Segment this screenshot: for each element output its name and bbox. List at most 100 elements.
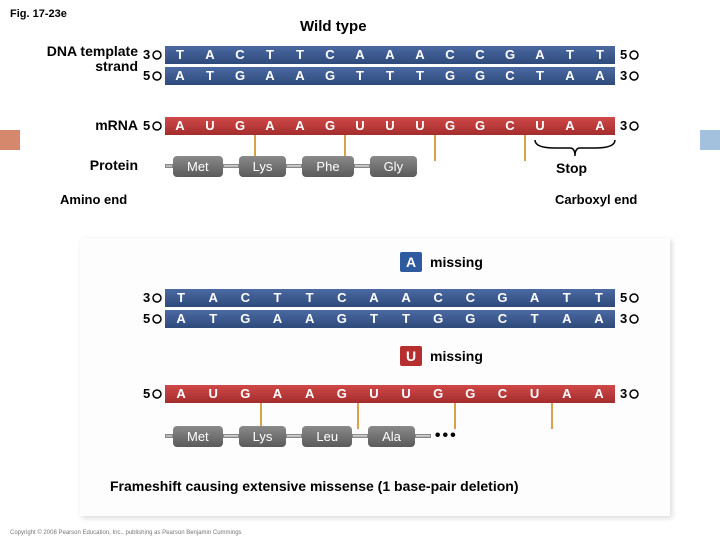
seq-base: T [375, 67, 405, 85]
seq-base: G [454, 385, 486, 403]
seq-base: G [326, 310, 358, 328]
seq-base: U [195, 117, 225, 135]
mrna-label: mRNA [75, 118, 138, 133]
missing-rna-row: U missing [400, 346, 483, 366]
seq-base: G [495, 46, 525, 64]
seq-base: A [585, 117, 615, 135]
seq-base: U [197, 385, 229, 403]
wt-dna-top-3prime: 3 [143, 47, 162, 62]
seq-base: A [165, 117, 195, 135]
mut-mrna-5prime: 5 [143, 386, 162, 401]
wt-dna-bot-3prime: 3 [620, 68, 639, 83]
seq-base: G [422, 385, 454, 403]
amino-acid-box: Lys [239, 156, 287, 177]
seq-base: G [435, 67, 465, 85]
mut-dna-top-5prime: 5 [620, 290, 639, 305]
codon-mark [551, 403, 553, 429]
wt-mrna-bar: AUGAAGUUUGGCUAA [165, 117, 615, 135]
seq-base: G [454, 310, 486, 328]
seq-base: G [486, 289, 518, 307]
decor-left-bar [0, 130, 20, 150]
seq-base: T [165, 46, 195, 64]
seq-base: A [255, 117, 285, 135]
seq-base: A [255, 67, 285, 85]
carboxyl-end-label: Carboxyl end [555, 192, 637, 207]
seq-base: T [255, 46, 285, 64]
missing-dna-row: A missing [400, 252, 483, 272]
seq-base: A [345, 46, 375, 64]
seq-base: U [390, 385, 422, 403]
seq-base: U [519, 385, 551, 403]
seq-base: C [495, 117, 525, 135]
seq-base: T [525, 67, 555, 85]
seq-base: G [315, 117, 345, 135]
seq-base: T [390, 310, 422, 328]
seq-base: A [165, 385, 197, 403]
seq-base: A [197, 289, 229, 307]
seq-base: C [486, 385, 518, 403]
continuation-dots: ••• [435, 427, 458, 445]
mut-dna-top-bar: TACTTCAACCGATT [165, 289, 615, 307]
seq-base: A [519, 289, 551, 307]
seq-base: A [375, 46, 405, 64]
amino-acid-box: Lys [239, 426, 287, 447]
amino-end-label: Amino end [60, 192, 127, 207]
seq-base: T [294, 289, 326, 307]
seq-base: T [195, 67, 225, 85]
seq-base: U [375, 117, 405, 135]
seq-base: T [555, 46, 585, 64]
amino-acid-box: Gly [370, 156, 418, 177]
seq-base: T [405, 67, 435, 85]
seq-base: T [345, 67, 375, 85]
mut-mrna-3prime: 3 [620, 386, 639, 401]
seq-base: A [551, 310, 583, 328]
wt-protein-row: Met Lys Phe Gly [165, 154, 417, 178]
seq-base: C [315, 46, 345, 64]
seq-base: T [197, 310, 229, 328]
seq-base: C [465, 46, 495, 64]
missing-dna-box: A [400, 252, 422, 272]
wt-dna-bot-bar: ATGAAGTTTGGCTAA [165, 67, 615, 85]
seq-base: T [519, 310, 551, 328]
seq-base: C [435, 46, 465, 64]
seq-base: T [165, 289, 197, 307]
amino-acid-box: Phe [302, 156, 353, 177]
frameshift-caption: Frameshift causing extensive missense (1… [110, 478, 518, 494]
seq-base: C [326, 289, 358, 307]
seq-base: C [225, 46, 255, 64]
seq-base: T [261, 289, 293, 307]
seq-base: A [261, 310, 293, 328]
seq-base: A [195, 46, 225, 64]
seq-base: G [225, 117, 255, 135]
seq-base: C [422, 289, 454, 307]
seq-base: A [358, 289, 390, 307]
seq-base: C [495, 67, 525, 85]
mut-dna-top-3prime: 3 [143, 290, 162, 305]
mut-mrna-bar: AUGAAGUUGGCUAA [165, 385, 615, 403]
seq-base: A [525, 46, 555, 64]
seq-base: T [585, 46, 615, 64]
seq-base: A [261, 385, 293, 403]
amino-acid-box: Met [173, 156, 223, 177]
dna-template-label: DNA templatestrand [18, 44, 138, 75]
seq-base: G [435, 117, 465, 135]
seq-base: A [165, 310, 197, 328]
stop-brace [530, 138, 620, 162]
seq-base: A [285, 67, 315, 85]
missing-dna-text: missing [430, 254, 483, 270]
mut-dna-bot-5prime: 5 [143, 311, 162, 326]
mut-dna-bot-bar: ATGAAGTTGGCTAA [165, 310, 615, 328]
seq-base: A [555, 117, 585, 135]
wt-dna-bot-5prime: 5 [143, 68, 162, 83]
figure-label: Fig. 17-23e [10, 8, 67, 20]
seq-base: G [465, 117, 495, 135]
seq-base: G [229, 385, 261, 403]
amino-acid-box: Met [173, 426, 223, 447]
seq-base: G [326, 385, 358, 403]
missing-rna-box: U [400, 346, 422, 366]
codon-mark [524, 135, 526, 161]
protein-label: Protein [75, 158, 138, 173]
seq-base: A [294, 310, 326, 328]
wild-type-title: Wild type [300, 18, 367, 35]
seq-base: A [405, 46, 435, 64]
